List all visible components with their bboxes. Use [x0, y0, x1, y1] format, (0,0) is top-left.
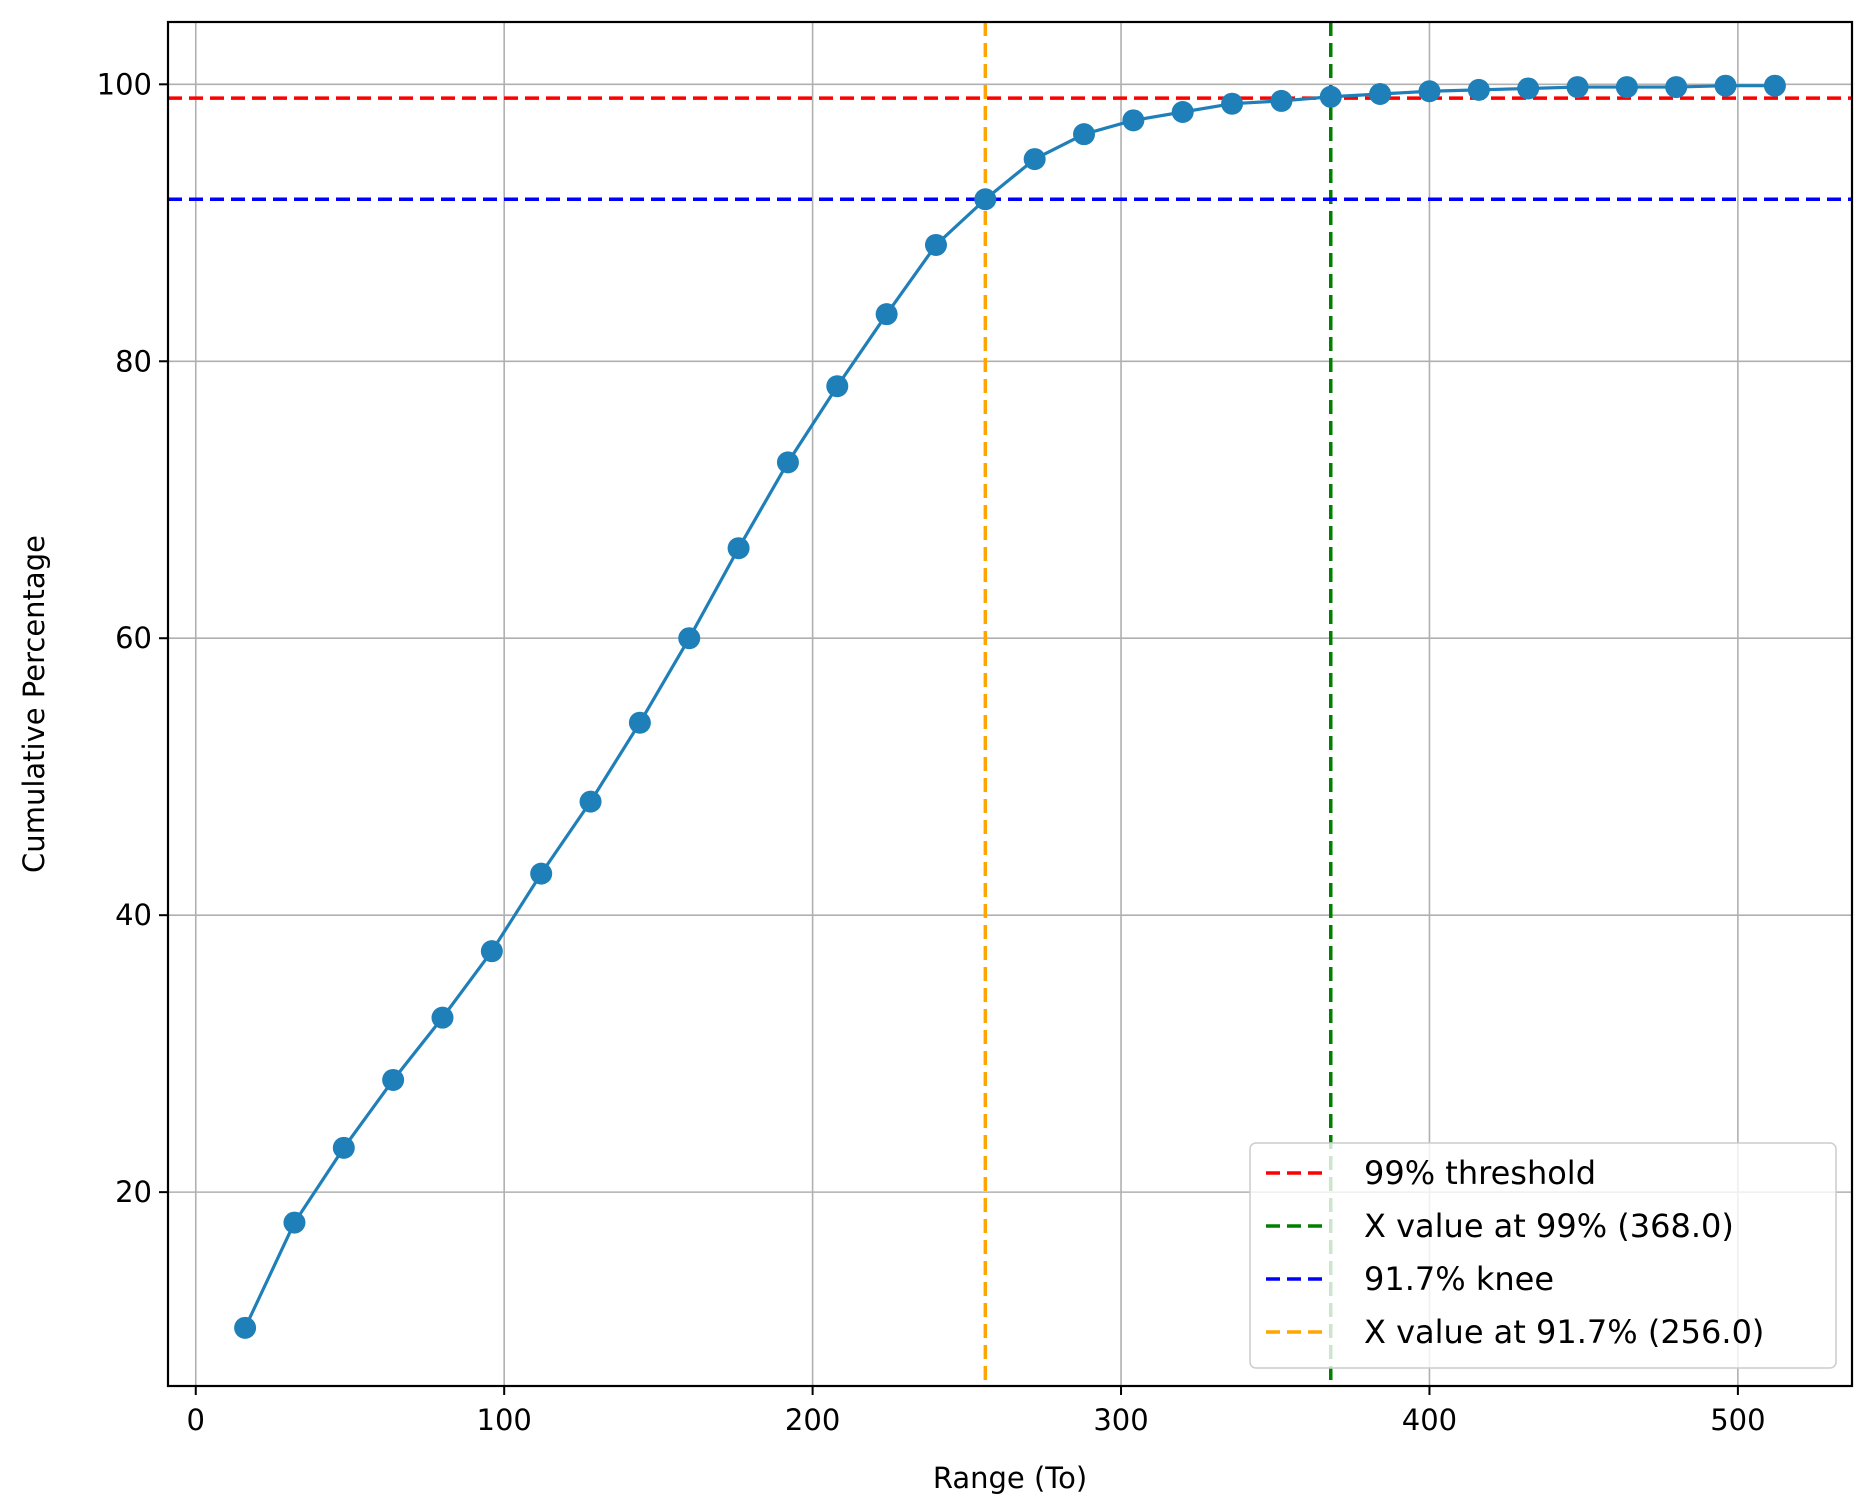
data-point	[875, 303, 898, 326]
data-point	[579, 790, 602, 813]
legend-label: X value at 99% (368.0)	[1364, 1207, 1734, 1245]
data-point	[1319, 85, 1342, 108]
legend-label: 91.7% knee	[1364, 1260, 1554, 1298]
data-point	[480, 940, 503, 963]
data-point	[727, 537, 750, 560]
y-axis-title: Cumulative Percentage	[17, 535, 51, 873]
data-point	[530, 862, 553, 885]
x-tick-label: 400	[1402, 1403, 1457, 1437]
data-point	[1369, 83, 1392, 106]
x-axis-title: Range (To)	[933, 1461, 1087, 1495]
data-point	[1073, 123, 1096, 146]
data-point	[776, 451, 799, 474]
data-point	[1517, 77, 1540, 100]
plot-frame	[166, 20, 1854, 1388]
data-point	[1566, 76, 1589, 99]
data-point	[1171, 101, 1194, 124]
data-point	[628, 711, 651, 734]
x-tick-label: 500	[1710, 1403, 1765, 1437]
x-tick-label: 0	[187, 1403, 205, 1437]
legend: 99% threshold X value at 99% (368.0) 91.7%…	[1249, 1142, 1837, 1369]
legend-box	[1249, 1142, 1837, 1369]
y-tick-label: 40	[115, 898, 152, 932]
data-point	[431, 1006, 454, 1029]
legend-label: X value at 91.7% (256.0)	[1364, 1313, 1764, 1351]
x-tick-label: 100	[477, 1403, 532, 1437]
data-point	[283, 1211, 306, 1234]
y-tick-label: 100	[97, 67, 152, 101]
data-point	[1467, 78, 1490, 101]
legend-label: 99% threshold	[1364, 1154, 1596, 1192]
y-axis-ticks: 20 40 60 80 100	[97, 67, 168, 1209]
data-point	[1122, 109, 1145, 132]
series-layer	[234, 74, 1786, 1339]
y-tick-label: 20	[115, 1175, 152, 1209]
data-point	[234, 1316, 257, 1339]
data-point	[924, 233, 947, 256]
data-point	[1418, 80, 1441, 103]
data-point	[332, 1136, 355, 1159]
axes-layer	[166, 20, 1854, 1388]
data-point	[974, 188, 997, 211]
data-point	[1023, 148, 1046, 171]
legend-items: 99% threshold X value at 99% (368.0) 91.7%…	[1266, 1154, 1764, 1351]
data-point	[1270, 89, 1293, 112]
data-point	[1615, 76, 1638, 99]
data-point	[1221, 92, 1244, 115]
data-point	[1665, 76, 1688, 99]
data-point	[1714, 74, 1737, 97]
x-axis-ticks: 0 100 200 300 400 500	[187, 1386, 1766, 1437]
data-point	[1763, 74, 1786, 97]
y-tick-label: 80	[115, 344, 152, 378]
data-point	[382, 1068, 405, 1091]
data-point	[678, 627, 701, 650]
data-point	[826, 375, 849, 398]
y-tick-label: 60	[115, 621, 152, 655]
x-tick-label: 300	[1093, 1403, 1148, 1437]
x-tick-label: 200	[785, 1403, 840, 1437]
